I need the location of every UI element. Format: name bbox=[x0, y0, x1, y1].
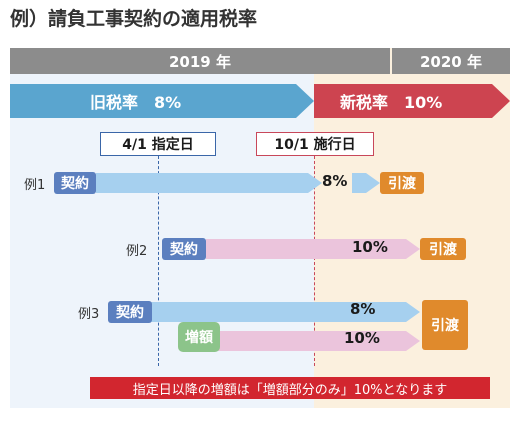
example-2-arrow bbox=[206, 239, 420, 259]
page-title: 例）請負工事契約の適用税率 bbox=[10, 8, 258, 30]
example-1-label: 例1 bbox=[24, 178, 46, 193]
example-3-increase-tag: 増額 bbox=[178, 322, 220, 352]
example-3-delivery-tag: 引渡 bbox=[422, 300, 468, 350]
effective-date-box: 10/1 施行日 bbox=[256, 132, 374, 156]
old-rate-label: 旧税率 8% bbox=[90, 93, 182, 112]
example-3-contract-tag: 契約 bbox=[108, 301, 152, 323]
example-2-delivery-tag: 引渡 bbox=[420, 238, 466, 260]
year-header-2020: 2020 年 bbox=[392, 48, 510, 74]
example-1-arrow-head bbox=[352, 173, 380, 193]
new-rate-label: 新税率 10% bbox=[340, 93, 443, 112]
example-1-rate: 8% bbox=[322, 172, 348, 190]
example-3-label: 例3 bbox=[78, 307, 100, 322]
effective-date-line bbox=[314, 156, 315, 366]
example-3-rate-old: 8% bbox=[350, 300, 376, 318]
example-1-arrow bbox=[96, 173, 322, 193]
example-1-delivery-tag: 引渡 bbox=[380, 172, 424, 194]
example-2-rate: 10% bbox=[352, 238, 388, 256]
old-rate-arrow: 旧税率 8% bbox=[10, 84, 314, 118]
new-rate-arrow: 新税率 10% bbox=[314, 84, 510, 118]
example-2-label: 例2 bbox=[126, 244, 148, 259]
example-3-rate-new: 10% bbox=[344, 329, 380, 347]
year-header-2019: 2019 年 bbox=[10, 48, 390, 74]
example-2-contract-tag: 契約 bbox=[162, 238, 206, 260]
example-3-arrow-increase bbox=[218, 331, 420, 351]
designated-date-box: 4/1 指定日 bbox=[100, 132, 216, 156]
note-banner: 指定日以降の増額は「増額部分のみ」10%となります bbox=[90, 377, 490, 399]
example-1-contract-tag: 契約 bbox=[54, 172, 96, 194]
designated-date-line bbox=[158, 156, 159, 366]
example-3-arrow-old bbox=[150, 302, 420, 322]
